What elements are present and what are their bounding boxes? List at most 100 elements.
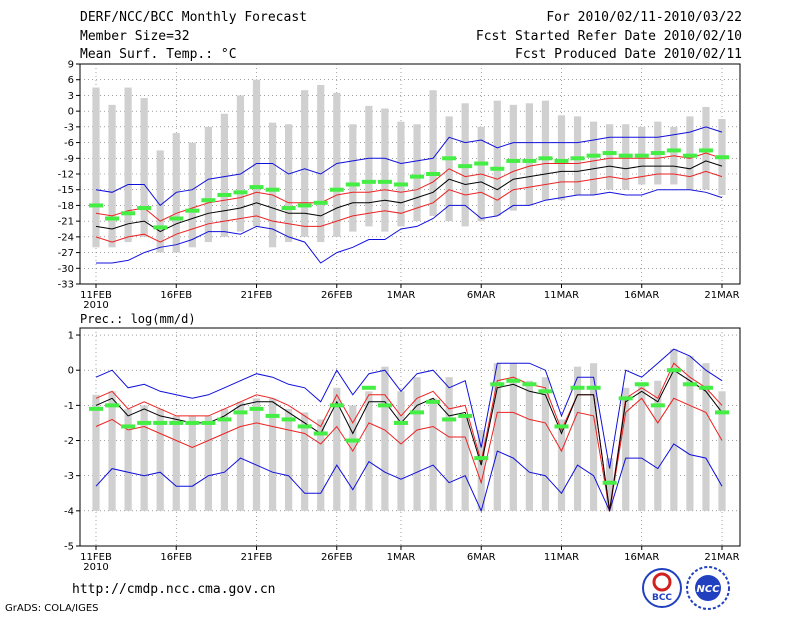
range-bar — [285, 408, 293, 511]
control-marker — [217, 192, 232, 197]
control-marker — [506, 158, 521, 163]
y-tick-label: 6 — [68, 75, 74, 86]
x-tick-label: 6MAR — [467, 552, 496, 563]
control-marker — [682, 153, 697, 158]
y-tick-label: -33 — [58, 280, 74, 291]
control-marker — [715, 155, 729, 160]
x-tick-label: 11FEB — [80, 290, 112, 301]
control-marker — [329, 403, 344, 408]
range-bar — [268, 398, 277, 511]
precipitation-panel: 1 0 -1 -2 -3 -4 -5 11FEB 16FEB 21FEB 26FEB 1MAR 6MAR… — [64, 327, 741, 573]
range-bar — [140, 98, 148, 237]
control-marker — [201, 420, 216, 425]
x-tick-label: 16MAR — [624, 552, 659, 563]
range-bar — [252, 79, 261, 227]
lower-sd-line — [95, 397, 723, 511]
range-bar — [525, 380, 533, 511]
control-marker — [554, 424, 569, 429]
range-bar — [429, 398, 437, 511]
control-marker — [490, 382, 505, 387]
control-marker — [618, 153, 633, 158]
x-tick-label: 16FEB — [160, 552, 192, 563]
range-bar — [606, 124, 614, 190]
range-bar — [349, 124, 357, 232]
control-marker — [506, 378, 521, 383]
y-tick-label: -18 — [58, 201, 74, 212]
range-bar — [493, 363, 501, 511]
range-bar — [268, 122, 277, 248]
control-marker — [474, 456, 489, 461]
control-marker — [233, 190, 248, 195]
precip-panel-title: Prec.: log(mm/d) — [80, 312, 196, 326]
range-bar — [413, 377, 421, 511]
control-marker — [426, 172, 441, 176]
control-marker — [281, 206, 296, 211]
grads-credit: GrADS: COLA/IGES — [5, 603, 99, 614]
range-bar — [301, 90, 309, 237]
y-tick-label: -4 — [64, 506, 74, 517]
range-bar — [333, 387, 341, 511]
y-tick-label: -15 — [58, 185, 74, 196]
control-marker — [650, 403, 665, 408]
range-bar — [622, 387, 630, 511]
control-marker — [153, 420, 168, 425]
control-marker — [666, 368, 681, 373]
control-marker — [169, 420, 184, 425]
control-marker — [650, 151, 665, 156]
control-marker — [602, 480, 617, 485]
range-bar — [188, 415, 196, 511]
control-marker — [426, 399, 441, 404]
control-marker — [458, 164, 473, 169]
fcst-produced-date: Fcst Produced Date 2010/02/11 — [515, 47, 742, 62]
control-marker — [522, 158, 537, 163]
y-tick-label: -5 — [64, 542, 74, 553]
y-tick-label: -12 — [58, 170, 74, 181]
range-bar — [686, 116, 694, 190]
x-year-label: 2010 — [83, 300, 108, 311]
range-bar — [108, 104, 116, 248]
range-bar — [204, 126, 212, 243]
range-bar — [670, 349, 678, 511]
control-marker — [715, 410, 729, 415]
control-marker — [265, 413, 280, 418]
control-marker — [313, 200, 328, 205]
control-marker — [377, 179, 392, 184]
range-bar — [188, 142, 196, 248]
x-tick-label: 1MAR — [387, 552, 416, 563]
member-size-label: Member Size=32 — [80, 29, 190, 44]
bcc-logo-ring — [642, 568, 682, 608]
control-marker — [586, 153, 601, 158]
range-bar — [477, 429, 485, 511]
control-marker — [490, 166, 505, 171]
range-bar — [557, 419, 566, 511]
min-line — [96, 189, 723, 264]
control-marker — [201, 198, 216, 203]
range-bar — [557, 115, 566, 201]
range-bar — [156, 408, 164, 511]
control-marker — [554, 158, 569, 163]
y-tick-label: -30 — [58, 264, 74, 275]
control-marker — [538, 389, 553, 394]
range-bar — [445, 377, 453, 511]
range-bar — [702, 106, 710, 190]
range-bar — [285, 124, 293, 243]
y-tick-label: 0 — [68, 107, 74, 118]
range-bar — [365, 391, 373, 511]
control-marker — [698, 385, 713, 390]
x-tick-label: 11MAR — [544, 552, 579, 563]
y-tick-label: -27 — [58, 248, 74, 259]
control-marker — [442, 417, 457, 422]
x-tick-label: 21MAR — [704, 552, 739, 563]
range-bar — [317, 84, 325, 243]
control-marker — [313, 431, 328, 436]
range-bar — [124, 87, 132, 243]
source-url[interactable]: http://cmdp.ncc.cma.gov.cn — [72, 582, 276, 597]
range-bar — [541, 377, 550, 511]
control-marker — [185, 420, 200, 425]
control-marker — [137, 420, 152, 425]
range-bar — [638, 384, 646, 511]
ensemble-mean-line — [95, 160, 723, 233]
range-bar — [573, 116, 582, 195]
control-marker — [474, 161, 489, 166]
range-bar — [718, 391, 726, 511]
